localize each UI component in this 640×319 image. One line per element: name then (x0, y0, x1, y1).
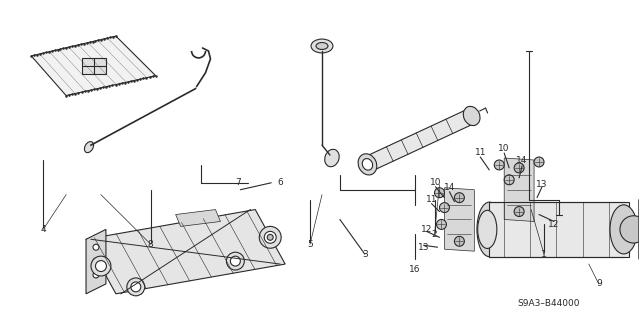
Circle shape (534, 157, 544, 167)
Ellipse shape (477, 210, 497, 249)
Ellipse shape (259, 226, 281, 248)
Polygon shape (639, 200, 640, 259)
Text: 14: 14 (444, 183, 455, 192)
Ellipse shape (362, 159, 372, 170)
Text: 13: 13 (418, 243, 429, 252)
Text: 2: 2 (432, 230, 437, 239)
Polygon shape (504, 158, 534, 221)
Circle shape (504, 175, 514, 185)
Circle shape (514, 207, 524, 217)
Bar (489, 202, 628, 257)
Text: 14: 14 (516, 157, 528, 166)
Circle shape (494, 160, 504, 170)
Circle shape (454, 193, 465, 203)
Text: 6: 6 (277, 178, 283, 187)
Ellipse shape (91, 256, 111, 276)
Polygon shape (86, 229, 106, 294)
Ellipse shape (358, 154, 377, 175)
Polygon shape (175, 210, 220, 226)
Text: 10: 10 (499, 144, 510, 152)
Text: 9: 9 (596, 279, 602, 288)
Circle shape (454, 236, 465, 246)
Ellipse shape (127, 278, 145, 296)
Circle shape (514, 163, 524, 173)
Ellipse shape (477, 202, 502, 257)
Text: 7: 7 (236, 178, 241, 187)
Text: 11: 11 (426, 195, 437, 204)
Ellipse shape (95, 261, 106, 271)
Text: 5: 5 (307, 240, 313, 249)
Bar (82, 58, 106, 74)
Text: 4: 4 (40, 225, 46, 234)
Text: 8: 8 (148, 240, 154, 249)
Ellipse shape (316, 42, 328, 49)
Text: 12: 12 (548, 220, 559, 229)
Ellipse shape (227, 252, 244, 270)
Ellipse shape (463, 107, 480, 126)
Text: 3: 3 (362, 250, 367, 259)
Circle shape (93, 272, 99, 278)
Circle shape (440, 203, 449, 212)
Ellipse shape (610, 205, 637, 254)
Circle shape (93, 258, 99, 264)
Ellipse shape (264, 231, 276, 243)
Text: 1: 1 (541, 250, 547, 259)
Ellipse shape (268, 234, 273, 240)
Circle shape (93, 244, 99, 250)
Polygon shape (86, 210, 285, 294)
Text: 10: 10 (429, 178, 441, 187)
Text: S9A3–B44000: S9A3–B44000 (518, 299, 580, 308)
Circle shape (436, 219, 447, 229)
Ellipse shape (230, 256, 241, 266)
Text: 11: 11 (474, 148, 486, 157)
Text: 16: 16 (409, 264, 420, 273)
Text: 12: 12 (421, 225, 432, 234)
Circle shape (435, 188, 444, 198)
Polygon shape (31, 36, 156, 96)
Polygon shape (367, 110, 472, 170)
Ellipse shape (311, 39, 333, 53)
Ellipse shape (324, 149, 339, 167)
Ellipse shape (131, 282, 141, 292)
Polygon shape (444, 188, 474, 251)
Text: 13: 13 (536, 180, 548, 189)
Ellipse shape (84, 142, 93, 152)
Circle shape (620, 216, 640, 243)
